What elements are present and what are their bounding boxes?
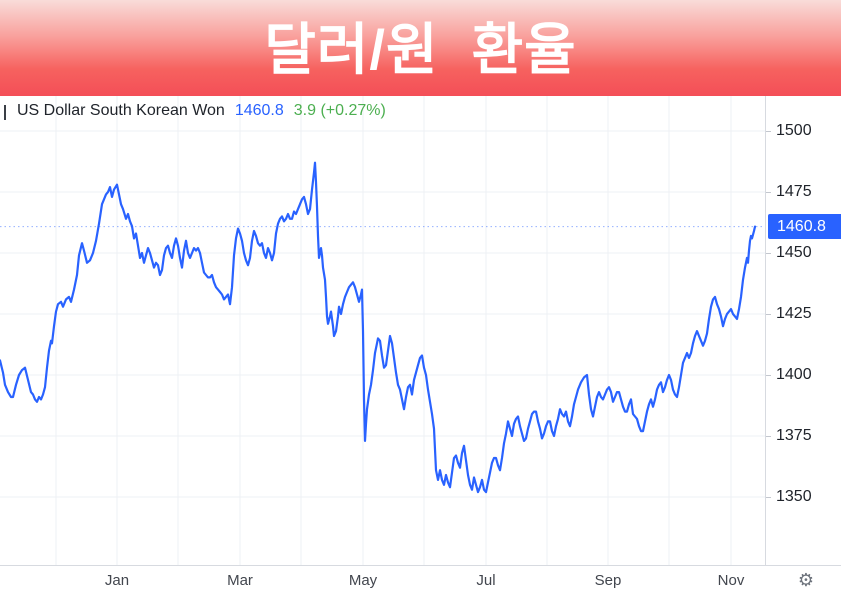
- time-axis-label: Jul: [476, 572, 496, 589]
- price-axis-label: 1400: [776, 366, 812, 383]
- price-axis[interactable]: 1460.8 1500 1475 1450 1425 1400 1375 1350: [765, 96, 841, 565]
- chart-canvas[interactable]: [0, 96, 765, 565]
- time-axis-label: May: [348, 572, 378, 589]
- time-axis-label: Mar: [227, 572, 253, 589]
- time-axis-label: Sep: [594, 572, 622, 589]
- price-axis-label: 1500: [776, 122, 812, 139]
- price-line: [0, 161, 757, 494]
- last-price-value: 1460.8: [234, 102, 284, 119]
- price-change-value: 3.9 (+0.27%): [293, 102, 386, 119]
- symbol-name: US Dollar South Korean Won: [17, 102, 225, 119]
- time-axis[interactable]: ⚙ Jan Mar May Jul Sep Nov: [0, 565, 841, 595]
- price-axis-tick: [766, 436, 771, 437]
- last-price-badge: 1460.8: [768, 213, 841, 239]
- price-axis-label: 1475: [776, 183, 812, 200]
- chart-legend: US Dollar South Korean Won 1460.8 3.9 (+…: [4, 102, 386, 122]
- exchange-rate-chart: US Dollar South Korean Won 1460.8 3.9 (+…: [0, 96, 841, 595]
- price-axis-label: 1375: [776, 427, 812, 444]
- price-axis-label: 1450: [776, 244, 812, 261]
- price-axis-tick: [766, 375, 771, 376]
- time-axis-label: Nov: [717, 572, 745, 589]
- price-axis-label: 1425: [776, 305, 812, 322]
- price-axis-tick: [766, 253, 771, 254]
- price-axis-label: 1350: [776, 488, 812, 505]
- banner-title: 달러/원 환율: [264, 18, 577, 81]
- price-axis-tick: [766, 131, 771, 132]
- price-axis-tick: [766, 192, 771, 193]
- time-axis-label: Jan: [104, 572, 130, 589]
- settings-gear-icon[interactable]: ⚙: [797, 570, 815, 590]
- price-axis-tick: [766, 497, 771, 498]
- price-axis-tick: [766, 314, 771, 315]
- banner: 달러/원 환율: [0, 0, 841, 96]
- clipped-flag-icon: [4, 104, 6, 120]
